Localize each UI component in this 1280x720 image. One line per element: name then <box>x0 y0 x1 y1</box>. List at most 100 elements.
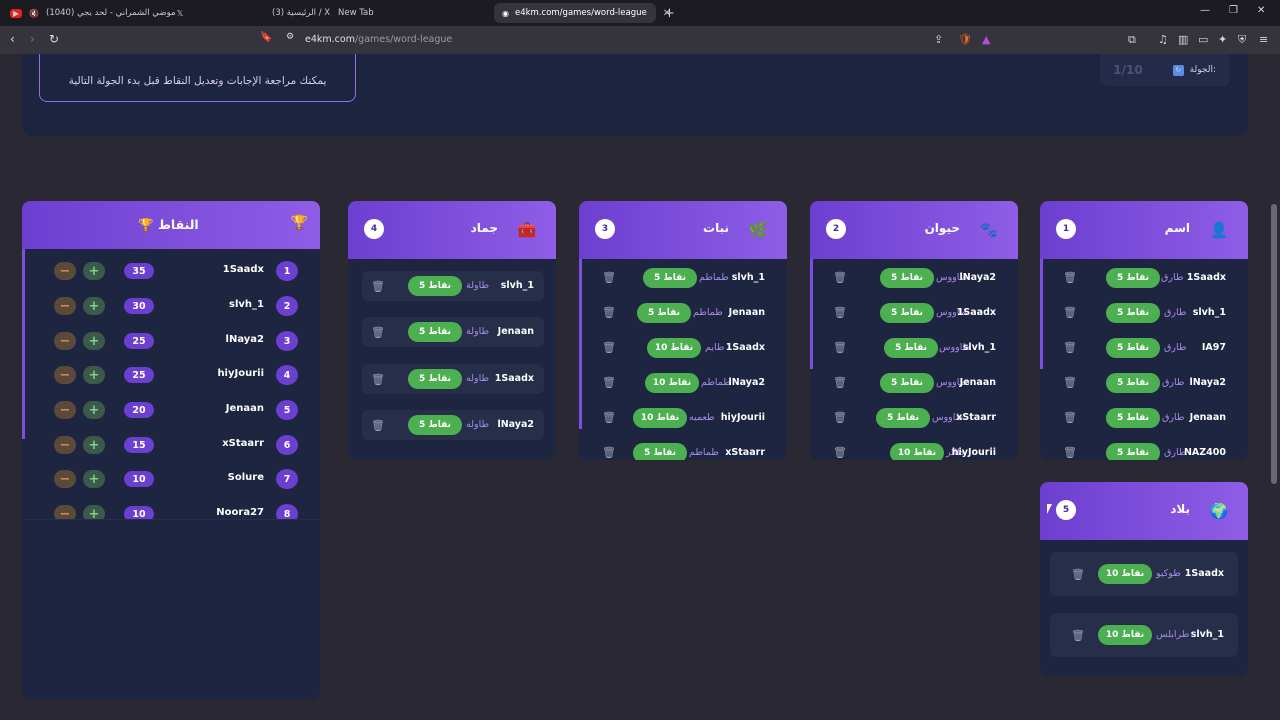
rewards-icon[interactable]: ▲ <box>982 33 991 46</box>
trash-icon[interactable]: 🗑 <box>833 375 847 389</box>
trash-icon[interactable]: 🗑 <box>602 375 616 389</box>
increase-score-button[interactable]: + <box>83 436 105 454</box>
points-badge[interactable]: 5 نقاط <box>1106 408 1160 428</box>
decrease-score-button[interactable]: − <box>54 401 76 419</box>
trash-icon[interactable]: 🗑 <box>1071 567 1085 581</box>
points-badge[interactable]: 5 نقاط <box>1106 373 1160 393</box>
points-badge[interactable]: 5 نقاط <box>408 276 462 296</box>
points-badge[interactable]: 10 نقاط <box>1098 625 1152 645</box>
browser-tab[interactable]: ▶ 🔇 (1040) موضي الشمراني - لحد يجي <box>10 3 176 23</box>
points-badge[interactable]: 5 نقاط <box>884 338 938 358</box>
trash-icon[interactable]: 🗑 <box>833 410 847 424</box>
bookmark-icon[interactable]: 🔖 <box>260 32 273 43</box>
trash-icon[interactable]: 🗑 <box>1063 270 1077 284</box>
reload-icon[interactable]: ↻ <box>49 32 60 46</box>
points-badge[interactable]: 5 نقاط <box>1106 303 1160 323</box>
trash-icon[interactable]: 🗑 <box>371 418 385 432</box>
decrease-score-button[interactable]: − <box>54 297 76 315</box>
points-badge[interactable]: 5 نقاط <box>876 408 930 428</box>
player-name: NAZ400 <box>1183 447 1226 458</box>
media-icon[interactable]: ♫ <box>1158 33 1168 46</box>
points-badge[interactable]: 10 نقاط <box>633 408 687 428</box>
menu-icon[interactable]: ≡ <box>1259 33 1269 46</box>
increase-score-button[interactable]: + <box>83 505 105 519</box>
points-badge[interactable]: 5 نقاط <box>408 322 462 342</box>
sidebar-icon[interactable]: ▥ <box>1178 33 1189 46</box>
trash-icon[interactable]: 🗑 <box>371 372 385 386</box>
back-icon[interactable]: ‹ <box>10 32 15 46</box>
points-badge[interactable]: 5 نقاط <box>633 443 687 460</box>
forward-icon[interactable]: › <box>30 32 35 46</box>
vpn-icon[interactable]: ⛨ <box>1238 33 1247 46</box>
points-badge[interactable]: 10 نقاط <box>647 338 701 358</box>
browser-tab[interactable]: (3) الرئيسية / X <box>272 3 330 23</box>
decrease-score-button[interactable]: − <box>54 436 76 454</box>
points-badge[interactable]: 5 نقاط <box>408 415 462 435</box>
decrease-score-button[interactable]: − <box>54 470 76 488</box>
browser-tab-active[interactable]: ◉ e4km.com/games/word-league ✕ <box>494 3 671 23</box>
mute-icon[interactable]: 🔇 <box>29 8 39 18</box>
points-badge[interactable]: 5 نقاط <box>637 303 691 323</box>
trash-icon[interactable]: 🗑 <box>602 270 616 284</box>
increase-score-button[interactable]: + <box>83 262 105 280</box>
decrease-score-button[interactable]: − <box>54 262 76 280</box>
share-icon[interactable]: ⇪ <box>934 33 944 46</box>
points-badge[interactable]: 5 نقاط <box>408 369 462 389</box>
minimize-icon[interactable]: — <box>1200 5 1210 16</box>
player-name: slvh_1 <box>1192 307 1226 318</box>
points-badge[interactable]: 5 نقاط <box>880 268 934 288</box>
brave-shield-icon[interactable]: 🛡 <box>958 33 972 46</box>
answer-word: طارق <box>1162 377 1185 388</box>
trash-icon[interactable]: 🗑 <box>371 279 385 293</box>
trash-icon[interactable]: 🗑 <box>602 305 616 319</box>
close-window-icon[interactable]: ✕ <box>1257 5 1266 16</box>
trash-icon[interactable]: 🗑 <box>833 445 847 459</box>
trash-icon[interactable]: 🗑 <box>1071 628 1085 642</box>
wallet-icon[interactable]: ▭ <box>1198 33 1209 46</box>
increase-score-button[interactable]: + <box>83 332 105 350</box>
points-badge[interactable]: 5 نقاط <box>1106 338 1160 358</box>
trash-icon[interactable]: 🗑 <box>1063 445 1077 459</box>
points-badge[interactable]: 5 نقاط <box>880 373 934 393</box>
increase-score-button[interactable]: + <box>83 470 105 488</box>
screenshot-icon[interactable]: ⧉ <box>1128 33 1136 46</box>
category-title: جماد <box>470 221 498 235</box>
trash-icon[interactable]: 🗑 <box>833 305 847 319</box>
points-badge[interactable]: 5 نقاط <box>643 268 697 288</box>
answer-word: طاوله <box>466 373 490 384</box>
leo-ai-icon[interactable]: ✦ <box>1218 33 1228 46</box>
trash-icon[interactable]: 🗑 <box>602 410 616 424</box>
player-name: xStaarr <box>222 438 264 449</box>
increase-score-button[interactable]: + <box>83 401 105 419</box>
decrease-score-button[interactable]: − <box>54 366 76 384</box>
player-name: lNaya2 <box>1189 377 1226 388</box>
trash-icon[interactable]: 🗑 <box>602 445 616 459</box>
increase-score-button[interactable]: + <box>83 366 105 384</box>
increase-score-button[interactable]: + <box>83 297 105 315</box>
trash-icon[interactable]: 🗑 <box>1063 410 1077 424</box>
trash-icon[interactable]: 🗑 <box>602 340 616 354</box>
points-badge[interactable]: 5 نقاط <box>1106 268 1160 288</box>
trash-icon[interactable]: 🗑 <box>833 270 847 284</box>
new-tab-button[interactable]: + <box>664 5 675 21</box>
points-badge[interactable]: 10 نقاط <box>645 373 699 393</box>
site-info-icon[interactable]: ⚙ <box>286 32 295 42</box>
decrease-score-button[interactable]: − <box>54 505 76 519</box>
browser-tab[interactable]: 𝕏 <box>174 3 192 23</box>
close-icon[interactable]: ✕ <box>662 7 672 19</box>
trash-icon[interactable]: 🗑 <box>833 340 847 354</box>
decrease-score-button[interactable]: − <box>54 332 76 350</box>
trash-icon[interactable]: 🗑 <box>1063 340 1077 354</box>
trash-icon[interactable]: 🗑 <box>371 325 385 339</box>
maximize-icon[interactable]: ❐ <box>1229 5 1238 16</box>
points-badge[interactable]: 5 نقاط <box>880 303 934 323</box>
browser-tab[interactable]: New Tab <box>338 3 374 23</box>
points-badge[interactable]: 5 نقاط <box>1106 443 1160 460</box>
url-field[interactable]: e4km.com/games/word-league <box>305 34 452 45</box>
points-badge[interactable]: 10 نقاط <box>1098 564 1152 584</box>
page-scrollbar[interactable] <box>1271 204 1277 484</box>
points-badge[interactable]: 10 نقاط <box>890 443 944 460</box>
trash-icon[interactable]: 🗑 <box>1063 375 1077 389</box>
url-domain: e4km.com <box>305 34 355 45</box>
trash-icon[interactable]: 🗑 <box>1063 305 1077 319</box>
